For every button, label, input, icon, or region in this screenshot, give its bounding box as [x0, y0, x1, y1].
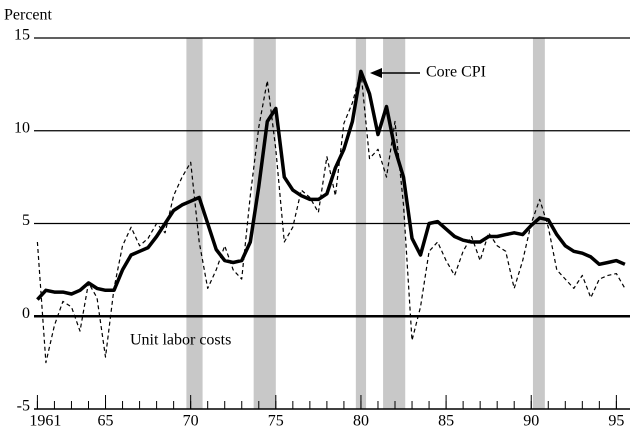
annotation: Unit labor costs [130, 332, 231, 349]
x-tick-label: 75 [268, 413, 284, 430]
x-tick-label: 95 [608, 413, 624, 430]
y-tick-label: 10 [14, 119, 30, 136]
x-tick-label: 85 [438, 413, 454, 430]
x-tick-label: 90 [523, 413, 539, 430]
y-tick-label: 5 [22, 212, 30, 229]
x-tick-label: 80 [353, 413, 369, 430]
solid-line [36, 69, 626, 301]
y-tick-label: 0 [22, 305, 30, 322]
x-tick-label: 65 [98, 413, 114, 430]
y-tick-label: 15 [14, 27, 30, 44]
x-tick-label: 1961 [29, 413, 61, 430]
x-tick-label: 70 [183, 413, 199, 430]
y-axis-label: Percent [4, 7, 53, 24]
annotation-arrowhead [370, 68, 382, 78]
annotation: Core CPI [426, 64, 486, 81]
y-tick-label: -5 [17, 398, 30, 415]
